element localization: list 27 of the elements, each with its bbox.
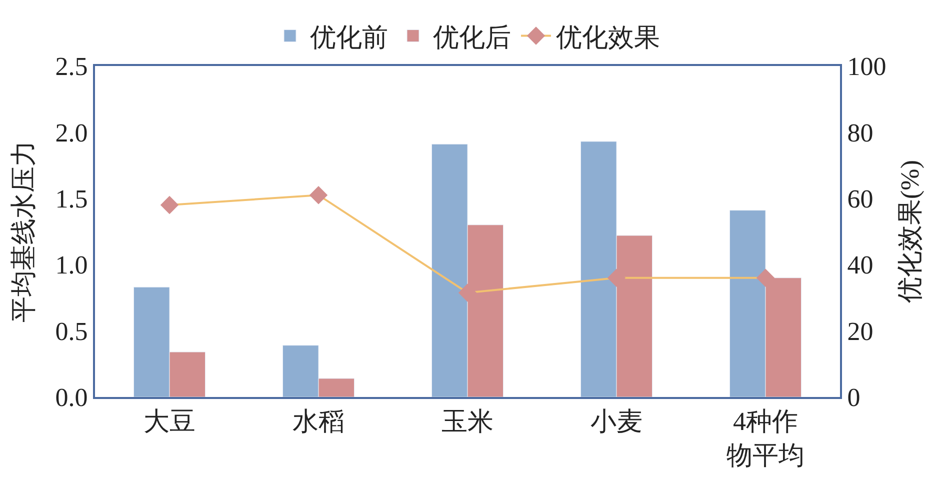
y-tick-label: 0.5 xyxy=(55,316,88,346)
x-tick-label: 玉米 xyxy=(442,407,494,436)
y-tick-label: 1.0 xyxy=(55,250,88,280)
y2-tick-label: 20 xyxy=(847,316,874,346)
point xyxy=(160,196,179,214)
x-tick-label: 水稻 xyxy=(292,407,344,436)
x-tick-label: 大豆 xyxy=(144,407,196,436)
legend-label: 优化前 xyxy=(310,22,388,52)
y2-tick-label: 60 xyxy=(847,184,874,214)
y-tick-label: 0.0 xyxy=(55,383,88,412)
point xyxy=(756,268,775,287)
y-tick-label: 1.5 xyxy=(55,184,88,214)
y-tick-label: 2.0 xyxy=(55,118,88,148)
y2-tick-label: 80 xyxy=(847,118,874,148)
x-tick-label: 小麦 xyxy=(590,407,642,436)
y2-axis-title: 优化效果(%) xyxy=(895,160,924,303)
point xyxy=(458,284,477,302)
point xyxy=(607,268,626,287)
y2-tick-label: 100 xyxy=(847,52,886,82)
y2-tick-label: 40 xyxy=(847,250,874,280)
legend-label: 优化后 xyxy=(433,22,511,52)
y2-tick-label: 0 xyxy=(847,383,860,412)
point xyxy=(309,186,328,204)
y-axis-title: 平均基线水压力 xyxy=(9,140,38,322)
x-tick-label: 4种作物平均 xyxy=(726,407,804,470)
y-tick-label: 2.5 xyxy=(55,52,88,82)
legend-label: 优化效果 xyxy=(556,22,660,52)
